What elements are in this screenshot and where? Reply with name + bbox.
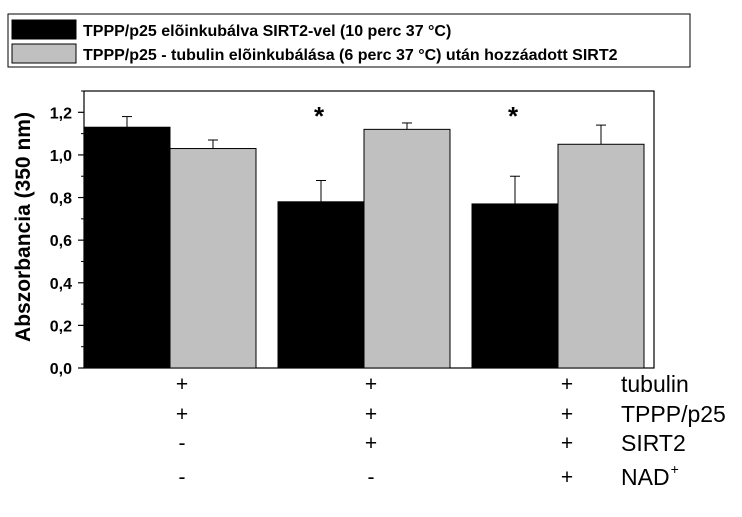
significance-star: *: [314, 101, 325, 131]
condition-table: + + + tubulin+ + + TPPP/p25- + + SIRT2- - + NAD +: [176, 371, 726, 490]
condition-mark: -: [368, 466, 375, 489]
condition-mark: +: [561, 373, 573, 396]
legend-swatch-series-1: [11, 19, 77, 40]
legend-label-series-2: TPPP/p25 - tubulin elõinkubálása (6 perc…: [83, 47, 618, 64]
y-axis-ticks: 0,0 0,2 0,4 0,6 0,8 1,0 1,2: [50, 90, 84, 378]
condition-name-tppp-p25: TPPP/p25: [621, 401, 726, 427]
y-tick-label: 1,2: [50, 105, 72, 122]
y-axis-title: Abszorbancia (350 nm): [12, 112, 35, 342]
condition-mark: +: [176, 373, 188, 396]
significance-star: *: [508, 101, 519, 131]
condition-mark: +: [365, 432, 377, 455]
y-tick-label: 1,0: [50, 148, 72, 165]
bar-series-1: [83, 126, 171, 369]
significance-markers: * *: [314, 101, 519, 131]
legend-swatch-series-2: [11, 43, 77, 64]
condition-mark: +: [561, 466, 573, 489]
y-tick-label: 0,6: [50, 233, 72, 250]
condition-mark: -: [179, 432, 186, 455]
condition-mark: +: [176, 403, 188, 426]
condition-name-tubulin: tubulin: [621, 371, 689, 397]
bar-series-2: [169, 148, 257, 369]
y-tick-label: 0,2: [50, 318, 72, 335]
condition-name-sirt2: SIRT2: [621, 430, 686, 456]
condition-mark: +: [365, 403, 377, 426]
legend: TPPP/p25 elõinkubálva SIRT2-vel (10 perc…: [7, 13, 691, 68]
y-tick-label: 0,4: [50, 276, 72, 293]
bar-series-1: [471, 203, 559, 369]
condition-mark: +: [561, 432, 573, 455]
legend-label-series-1: TPPP/p25 elõinkubálva SIRT2-vel (10 perc…: [83, 23, 451, 40]
condition-name-superscript: +: [671, 461, 679, 477]
y-tick-label: 0,8: [50, 191, 72, 208]
bar-series-2: [363, 128, 451, 369]
legend-frame: [7, 13, 691, 68]
y-tick-label: 0,0: [50, 361, 72, 378]
condition-name-nad: NAD: [621, 464, 670, 490]
condition-mark: +: [365, 373, 377, 396]
error-bars-layer: [122, 116, 606, 204]
bars-layer: [83, 126, 645, 369]
condition-mark: -: [179, 466, 186, 489]
bar-series-2: [557, 143, 645, 369]
condition-mark: +: [561, 403, 573, 426]
bar-series-1: [277, 201, 365, 369]
